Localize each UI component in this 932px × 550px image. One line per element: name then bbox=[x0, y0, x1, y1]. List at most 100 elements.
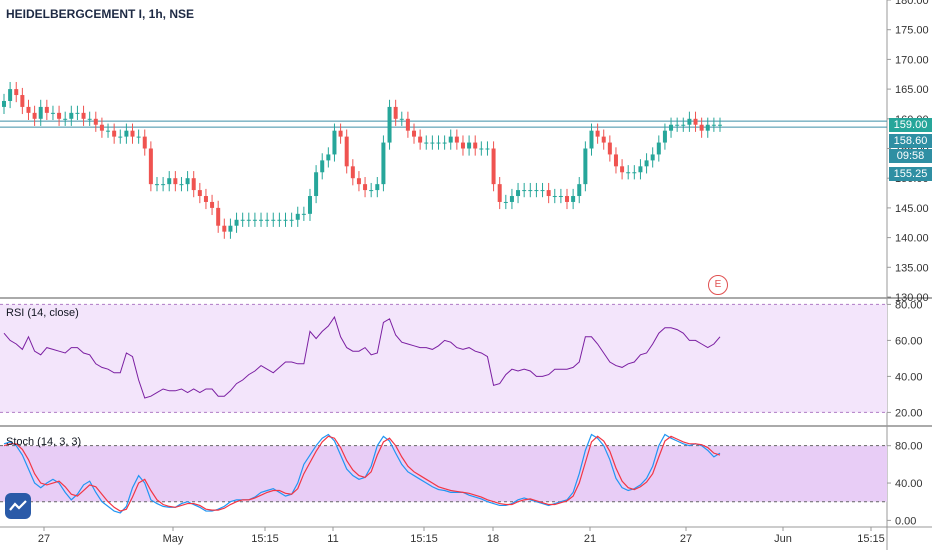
candle-body bbox=[436, 142, 441, 144]
candle-body bbox=[479, 148, 484, 150]
candle-body bbox=[418, 136, 423, 143]
candle-body bbox=[442, 142, 447, 144]
symbol-title[interactable]: HEIDELBERGCEMENT I, 1h, NSE bbox=[6, 7, 195, 21]
candle-body bbox=[14, 89, 19, 96]
candle-body bbox=[277, 219, 282, 221]
time-axis-tick-label: 27 bbox=[38, 533, 50, 545]
candle-body bbox=[705, 124, 710, 131]
stoch-axis-tick-label: 40.00 bbox=[895, 478, 923, 490]
time-axis-tick-label: 15:15 bbox=[410, 533, 438, 545]
candle-body bbox=[246, 219, 251, 221]
candle-body bbox=[44, 106, 49, 113]
candle-body bbox=[320, 160, 325, 173]
candle-body bbox=[99, 124, 104, 131]
candle-body bbox=[558, 196, 563, 198]
candle-body bbox=[75, 112, 80, 114]
candle-body bbox=[571, 196, 576, 202]
candle-body bbox=[148, 148, 153, 185]
stoch-band bbox=[0, 445, 887, 502]
candle-body bbox=[363, 184, 368, 191]
price-axis-tick-label: 175.00 bbox=[895, 25, 929, 37]
candle-body bbox=[26, 106, 31, 113]
candle-body bbox=[718, 124, 722, 126]
candle-body bbox=[112, 130, 117, 137]
candle-body bbox=[528, 190, 533, 192]
candle-body bbox=[387, 106, 392, 143]
candle-body bbox=[8, 89, 13, 101]
candle-body bbox=[546, 190, 551, 197]
tradingview-logo-icon[interactable] bbox=[5, 493, 31, 519]
candle-body bbox=[106, 130, 111, 132]
candle-body bbox=[467, 142, 472, 149]
candle-body bbox=[240, 219, 245, 221]
candle-body bbox=[454, 136, 459, 143]
candle-body bbox=[81, 112, 86, 119]
countdown-badge: 09:58 bbox=[889, 149, 932, 163]
candle-body bbox=[497, 184, 502, 202]
candle-body bbox=[289, 219, 294, 221]
candle-body bbox=[338, 130, 343, 137]
candle-body bbox=[154, 184, 159, 186]
time-axis-tick-label: 15:15 bbox=[857, 533, 885, 545]
stoch-line bbox=[3, 435, 721, 512]
candle-body bbox=[620, 166, 625, 173]
candle-body bbox=[491, 148, 496, 185]
rsi-band bbox=[0, 304, 887, 413]
rsi-axis-tick-label: 80.00 bbox=[895, 299, 923, 311]
price-axis-tick-label: 180.00 bbox=[895, 0, 929, 7]
candle-body bbox=[687, 118, 692, 125]
candle-body bbox=[405, 118, 410, 131]
earnings-event-marker[interactable]: E bbox=[708, 275, 728, 295]
candle-body bbox=[222, 225, 227, 232]
candle-body bbox=[638, 166, 643, 173]
candle-body bbox=[216, 207, 221, 226]
candle-body bbox=[38, 106, 43, 119]
candle-body bbox=[503, 201, 508, 203]
candle-body bbox=[516, 190, 521, 197]
stoch-pane-label[interactable]: Stoch (14, 3, 3) bbox=[6, 436, 82, 448]
candle-body bbox=[669, 124, 674, 131]
candle-body bbox=[356, 178, 361, 185]
candle-body bbox=[57, 112, 62, 119]
candle-body bbox=[675, 124, 680, 126]
candle-body bbox=[522, 190, 527, 192]
candle-body bbox=[118, 136, 123, 138]
price-axis-tick-label: 170.00 bbox=[895, 54, 929, 66]
stoch-axis-tick-label: 80.00 bbox=[895, 441, 923, 453]
candle-body bbox=[681, 124, 686, 126]
candle-body bbox=[265, 219, 270, 221]
candle-body bbox=[87, 118, 92, 120]
candle-body bbox=[644, 160, 649, 167]
candle-body bbox=[607, 142, 612, 155]
candle-body bbox=[93, 118, 98, 125]
rsi-axis-tick-label: 60.00 bbox=[895, 335, 923, 347]
candle-body bbox=[63, 118, 68, 120]
candle-body bbox=[344, 136, 349, 167]
candle-body bbox=[375, 184, 380, 191]
candle-body bbox=[509, 196, 514, 202]
candle-body bbox=[485, 148, 490, 150]
candle-body bbox=[307, 196, 312, 214]
candle-body bbox=[161, 184, 166, 186]
candle-body bbox=[662, 130, 667, 143]
price-axis-tick-label: 135.00 bbox=[895, 262, 929, 274]
time-axis-tick-label: 11 bbox=[327, 533, 338, 545]
candle-body bbox=[650, 154, 655, 161]
candle-body bbox=[693, 118, 698, 125]
candle-body bbox=[197, 190, 202, 197]
candle-body bbox=[369, 190, 374, 192]
candle-body bbox=[271, 219, 276, 221]
stoch-axis-tick-label: 0.00 bbox=[895, 515, 916, 527]
candle-body bbox=[412, 130, 417, 137]
candle-body bbox=[613, 154, 618, 167]
rsi-pane-label[interactable]: RSI (14, close) bbox=[6, 307, 79, 319]
candle-body bbox=[295, 213, 300, 220]
candle-body bbox=[173, 178, 178, 185]
candle-body bbox=[583, 148, 588, 185]
time-axis-tick-label: 15:15 bbox=[251, 533, 279, 545]
candle-body bbox=[185, 178, 190, 185]
candle-body bbox=[473, 142, 478, 149]
candle-body bbox=[124, 130, 129, 137]
candle-body bbox=[424, 142, 429, 144]
